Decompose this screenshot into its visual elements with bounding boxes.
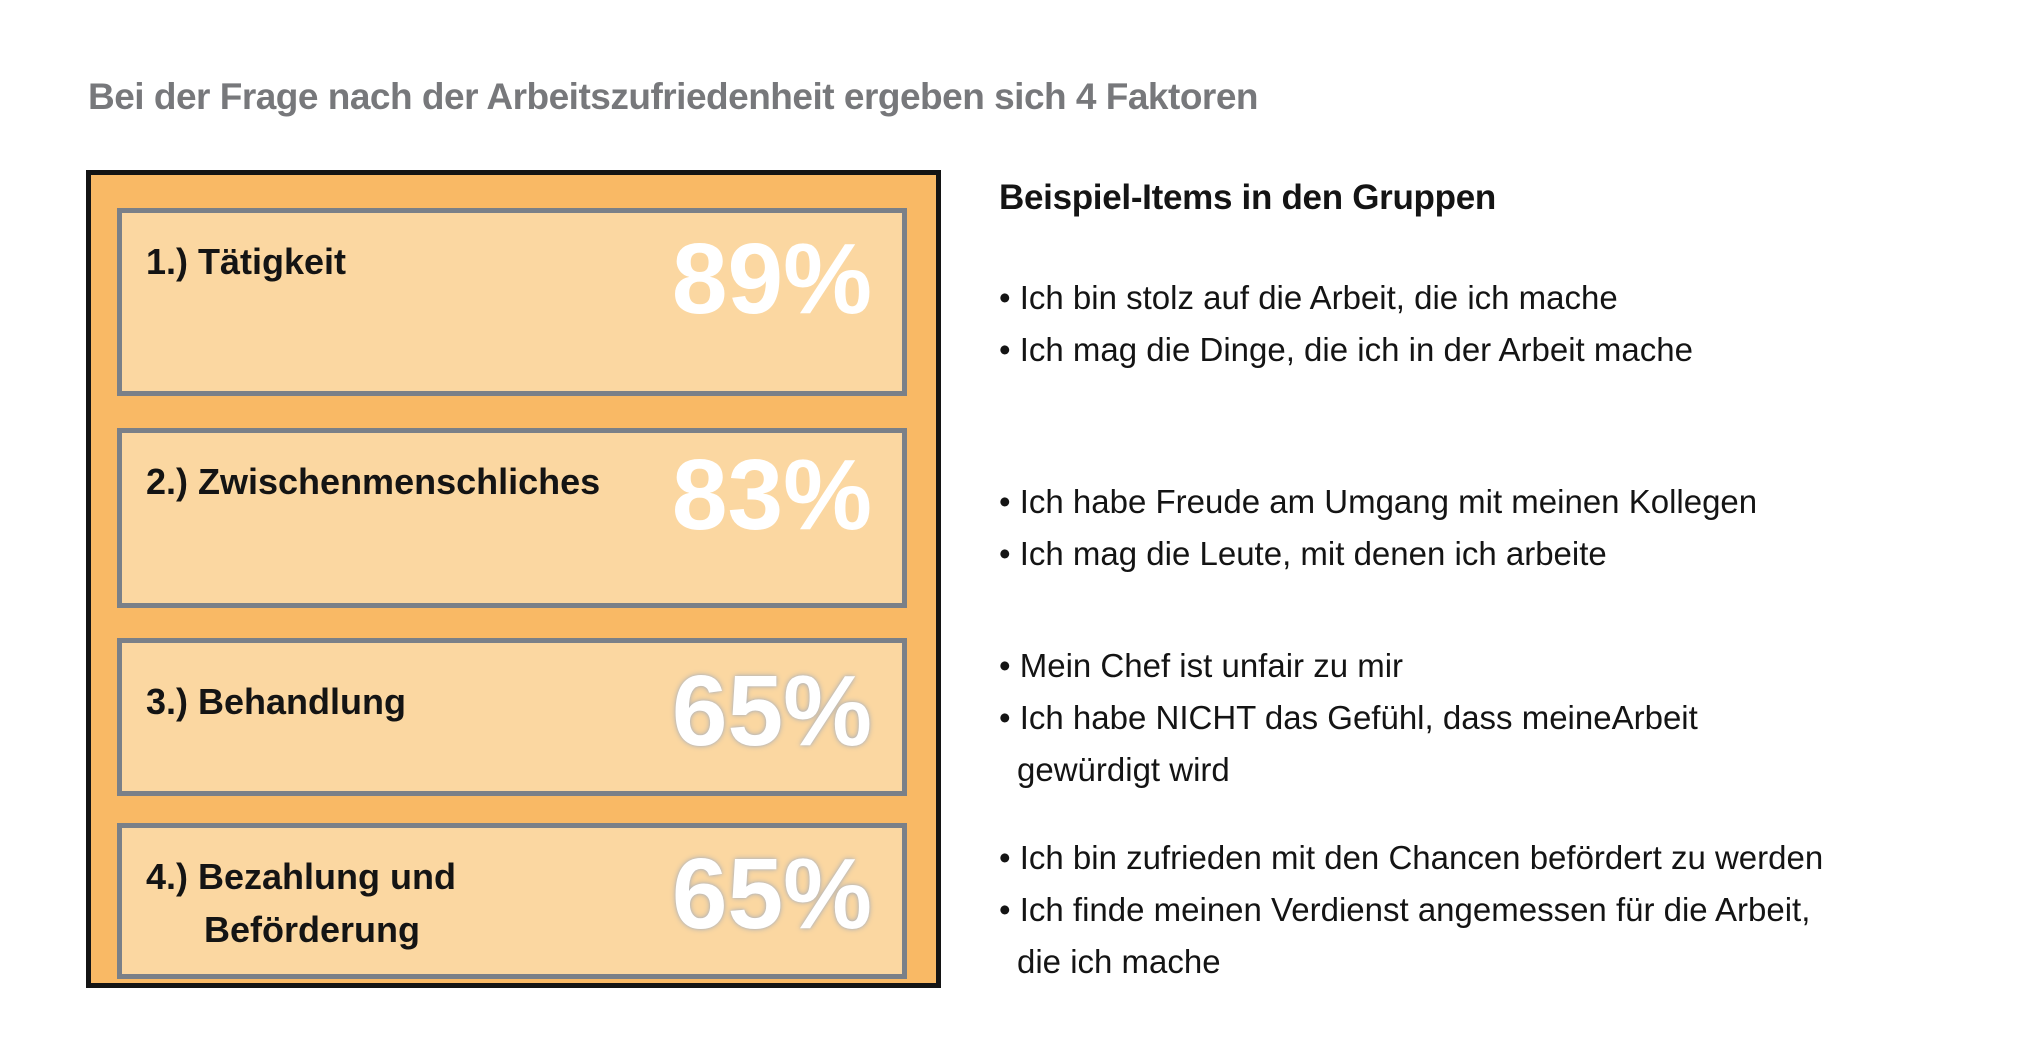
bullet-item: Ich bin stolz auf die Arbeit, die ich ma… (999, 272, 1693, 324)
factor-label: 1.) Tätigkeit (146, 241, 347, 282)
bullet-item: Mein Chef ist unfair zu mir (999, 640, 1698, 692)
bullet-item: Ich habe Freude am Umgang mit meinen Kol… (999, 476, 1757, 528)
example-group-zwischenmenschliches: Ich habe Freude am Umgang mit meinen Kol… (999, 476, 1757, 580)
factor-row-bezahlung-befoerderung: 4.) Bezahlung und Beförderung 65% (117, 823, 907, 979)
bullet-item-continuation: gewürdigt wird (1017, 751, 1230, 788)
factor-label: 3.) Behandlung (146, 681, 406, 722)
examples-heading: Beispiel-Items in den Gruppen (999, 178, 1496, 217)
factor-row-behandlung: 3.) Behandlung 65% (117, 638, 907, 796)
bullet-item: Ich finde meinen Verdienst angemessen fü… (999, 884, 1823, 936)
slide-title: Bei der Frage nach der Arbeitszufriedenh… (88, 76, 1259, 117)
factor-label-line1: 4.) Bezahlung und (146, 856, 456, 897)
factor-percentage: 65% (671, 655, 872, 767)
bullet-item: Ich mag die Dinge, die ich in der Arbeit… (999, 324, 1693, 376)
factor-row-taetigkeit: 1.) Tätigkeit 89% (117, 208, 907, 396)
factor-label: 4.) Bezahlung und Beförderung (146, 850, 456, 956)
factors-panel: 1.) Tätigkeit 89% 2.) Zwischenmenschlich… (86, 170, 941, 988)
factor-percentage: 65% (671, 838, 872, 950)
factor-label: 2.) Zwischenmenschliches (146, 461, 601, 502)
bullet-item: Ich mag die Leute, mit denen ich arbeite (999, 528, 1757, 580)
example-group-taetigkeit: Ich bin stolz auf die Arbeit, die ich ma… (999, 272, 1693, 376)
factor-label-line2: Beförderung (204, 909, 420, 950)
example-group-bezahlung-befoerderung: Ich bin zufrieden mit den Chancen beförd… (999, 832, 1823, 988)
factor-percentage: 83% (671, 439, 872, 551)
bullet-item: Ich bin zufrieden mit den Chancen beförd… (999, 832, 1823, 884)
factor-percentage: 89% (671, 223, 872, 335)
example-group-behandlung: Mein Chef ist unfair zu mir Ich habe NIC… (999, 640, 1698, 796)
bullet-item-continuation: die ich mache (1017, 943, 1221, 980)
bullet-item: Ich habe NICHT das Gefühl, dass meineArb… (999, 692, 1698, 744)
factor-row-zwischenmenschliches: 2.) Zwischenmenschliches 83% (117, 428, 907, 608)
